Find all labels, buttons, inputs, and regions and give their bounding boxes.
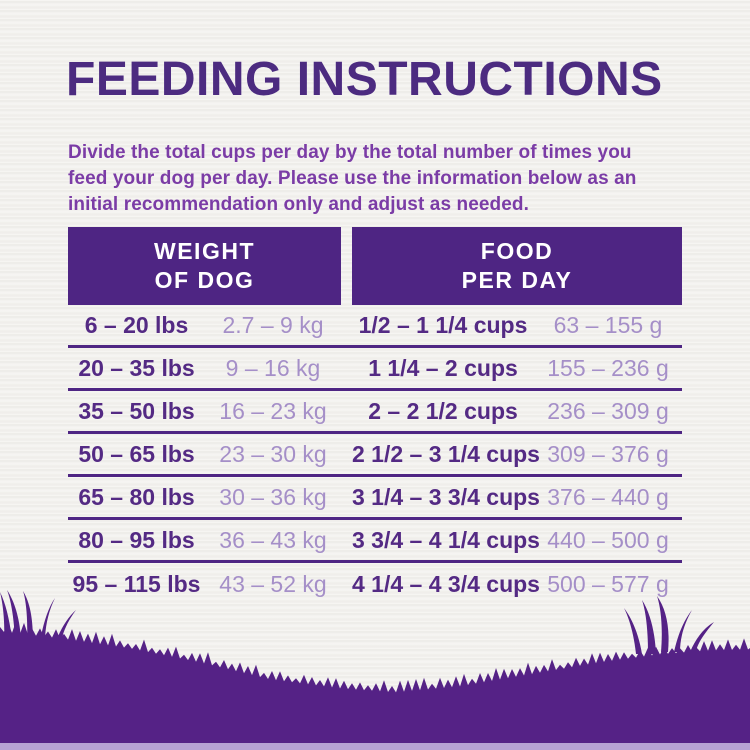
food-cups: 2 1/2 – 3 1/4 cups — [352, 440, 540, 467]
header-weight-line-2: OF DOG — [154, 267, 255, 293]
intro-line-3: initial recommendation only and adjust a… — [68, 194, 529, 215]
food-grams: 236 – 309 g — [547, 397, 669, 424]
weight-kg: 30 – 36 kg — [219, 483, 327, 510]
weight-kg: 23 – 30 kg — [219, 440, 327, 467]
food-grams: 500 – 577 g — [547, 571, 669, 597]
food-grams: 63 – 155 g — [553, 311, 663, 338]
food-grams: 155 – 236 g — [547, 354, 669, 381]
table-row: 6 – 20 lbs 2.7 – 9 kg 1/2 – 1 1/4 cups 6… — [68, 305, 682, 348]
food-cups: 1 1/4 – 2 cups — [368, 354, 518, 381]
intro-line-2: feed your dog per day. Please use the in… — [68, 168, 637, 189]
weight-lbs: 35 – 50 lbs — [78, 397, 195, 424]
table-row: 50 – 65 lbs 23 – 30 kg 2 1/2 – 3 1/4 cup… — [68, 434, 682, 477]
grass-silhouette-icon — [0, 590, 750, 750]
weight-lbs: 80 – 95 lbs — [78, 526, 195, 553]
column-header-food-per-day: FOOD PER DAY — [352, 227, 682, 305]
weight-lbs: 6 – 20 lbs — [84, 311, 189, 338]
weight-lbs: 20 – 35 lbs — [78, 354, 195, 381]
header-food-line-1: FOOD — [480, 238, 554, 264]
feeding-table: 6 – 20 lbs 2.7 – 9 kg 1/2 – 1 1/4 cups 6… — [68, 305, 682, 606]
table-row: 65 – 80 lbs 30 – 36 kg 3 1/4 – 3 3/4 cup… — [68, 477, 682, 520]
grass-blades-left — [0, 590, 76, 644]
weight-kg: 9 – 16 kg — [225, 354, 321, 381]
grass-blades-right — [624, 596, 714, 654]
table-row: 80 – 95 lbs 36 – 43 kg 3 3/4 – 4 1/4 cup… — [68, 520, 682, 563]
food-cups: 2 – 2 1/2 cups — [368, 397, 518, 424]
food-grams: 376 – 440 g — [547, 483, 669, 510]
food-cups: 3 1/4 – 3 3/4 cups — [352, 483, 540, 510]
bottom-edge-strip — [0, 743, 750, 750]
food-cups: 1/2 – 1 1/4 cups — [358, 311, 528, 338]
weight-kg: 36 – 43 kg — [219, 526, 327, 553]
table-row: 95 – 115 lbs 43 – 52 kg 4 1/4 – 4 3/4 cu… — [68, 563, 682, 606]
food-grams: 440 – 500 g — [547, 526, 669, 553]
food-grams: 309 – 376 g — [547, 440, 669, 467]
intro-paragraph: Divide the total cups per day by the tot… — [68, 140, 708, 218]
weight-kg: 43 – 52 kg — [219, 571, 327, 597]
header-food-line-2: PER DAY — [461, 267, 573, 293]
header-weight-line-1: WEIGHT — [154, 238, 255, 264]
table-row: 35 – 50 lbs 16 – 23 kg 2 – 2 1/2 cups 23… — [68, 391, 682, 434]
weight-kg: 2.7 – 9 kg — [222, 311, 324, 338]
page-title: FEEDING INSTRUCTIONS — [66, 53, 663, 106]
column-header-weight-of-dog: WEIGHT OF DOG — [68, 227, 341, 305]
weight-lbs: 95 – 115 lbs — [72, 571, 201, 597]
weight-lbs: 65 – 80 lbs — [78, 483, 195, 510]
weight-kg: 16 – 23 kg — [219, 397, 327, 424]
intro-line-1: Divide the total cups per day by the tot… — [68, 142, 632, 163]
food-cups: 3 3/4 – 4 1/4 cups — [352, 526, 540, 553]
table-row: 20 – 35 lbs 9 – 16 kg 1 1/4 – 2 cups 155… — [68, 348, 682, 391]
food-cups: 4 1/4 – 4 3/4 cups — [352, 571, 540, 597]
weight-lbs: 50 – 65 lbs — [78, 440, 195, 467]
